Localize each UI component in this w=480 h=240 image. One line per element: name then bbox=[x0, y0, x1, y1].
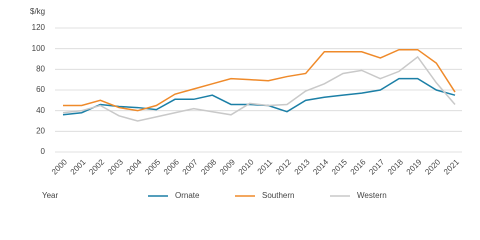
y-tick-label: 120 bbox=[32, 23, 46, 32]
x-tick-label: 2008 bbox=[199, 157, 218, 176]
x-tick-label: 2005 bbox=[143, 157, 162, 176]
x-tick-label: 2003 bbox=[106, 157, 125, 176]
legend-label: Southern bbox=[262, 191, 294, 200]
legend-label: Western bbox=[357, 191, 387, 200]
x-tick-label: 2020 bbox=[423, 157, 442, 176]
y-tick-label: 0 bbox=[41, 147, 46, 156]
series-line bbox=[62, 55, 456, 122]
x-tick-label: 2016 bbox=[349, 157, 368, 176]
x-tick-label: 2017 bbox=[367, 157, 386, 176]
y-tick-label: 80 bbox=[36, 64, 45, 73]
series-line bbox=[62, 77, 456, 116]
x-tick-label: 2004 bbox=[125, 157, 144, 176]
y-tick-label: 40 bbox=[36, 106, 45, 115]
x-tick-label: 2007 bbox=[181, 157, 200, 176]
x-tick-label: 2013 bbox=[293, 157, 312, 176]
y-tick-label: 60 bbox=[36, 85, 45, 94]
y-tick-label: 100 bbox=[32, 44, 46, 53]
y-tick-label: 20 bbox=[36, 126, 45, 135]
x-tick-label: 2000 bbox=[50, 157, 69, 176]
x-tick-label: 2010 bbox=[237, 157, 256, 176]
x-tick-label: 2012 bbox=[274, 157, 293, 176]
x-tick-label: 2014 bbox=[311, 157, 330, 176]
series-line bbox=[63, 48, 456, 112]
legend-label: Ornate bbox=[175, 191, 200, 200]
x-tick-label: 2006 bbox=[162, 157, 181, 176]
x-tick-label: 2015 bbox=[330, 157, 349, 176]
x-axis-label: Year bbox=[42, 191, 59, 200]
x-tick-label: 2001 bbox=[69, 157, 88, 176]
x-tick-label: 2002 bbox=[87, 157, 106, 176]
x-tick-label: 2021 bbox=[442, 157, 461, 176]
x-tick-label: 2018 bbox=[386, 157, 405, 176]
x-tick-label: 2011 bbox=[256, 157, 275, 176]
y-axis-label: $/kg bbox=[30, 7, 45, 16]
x-tick-label: 2019 bbox=[405, 157, 424, 176]
x-tick-label: 2009 bbox=[218, 157, 237, 176]
